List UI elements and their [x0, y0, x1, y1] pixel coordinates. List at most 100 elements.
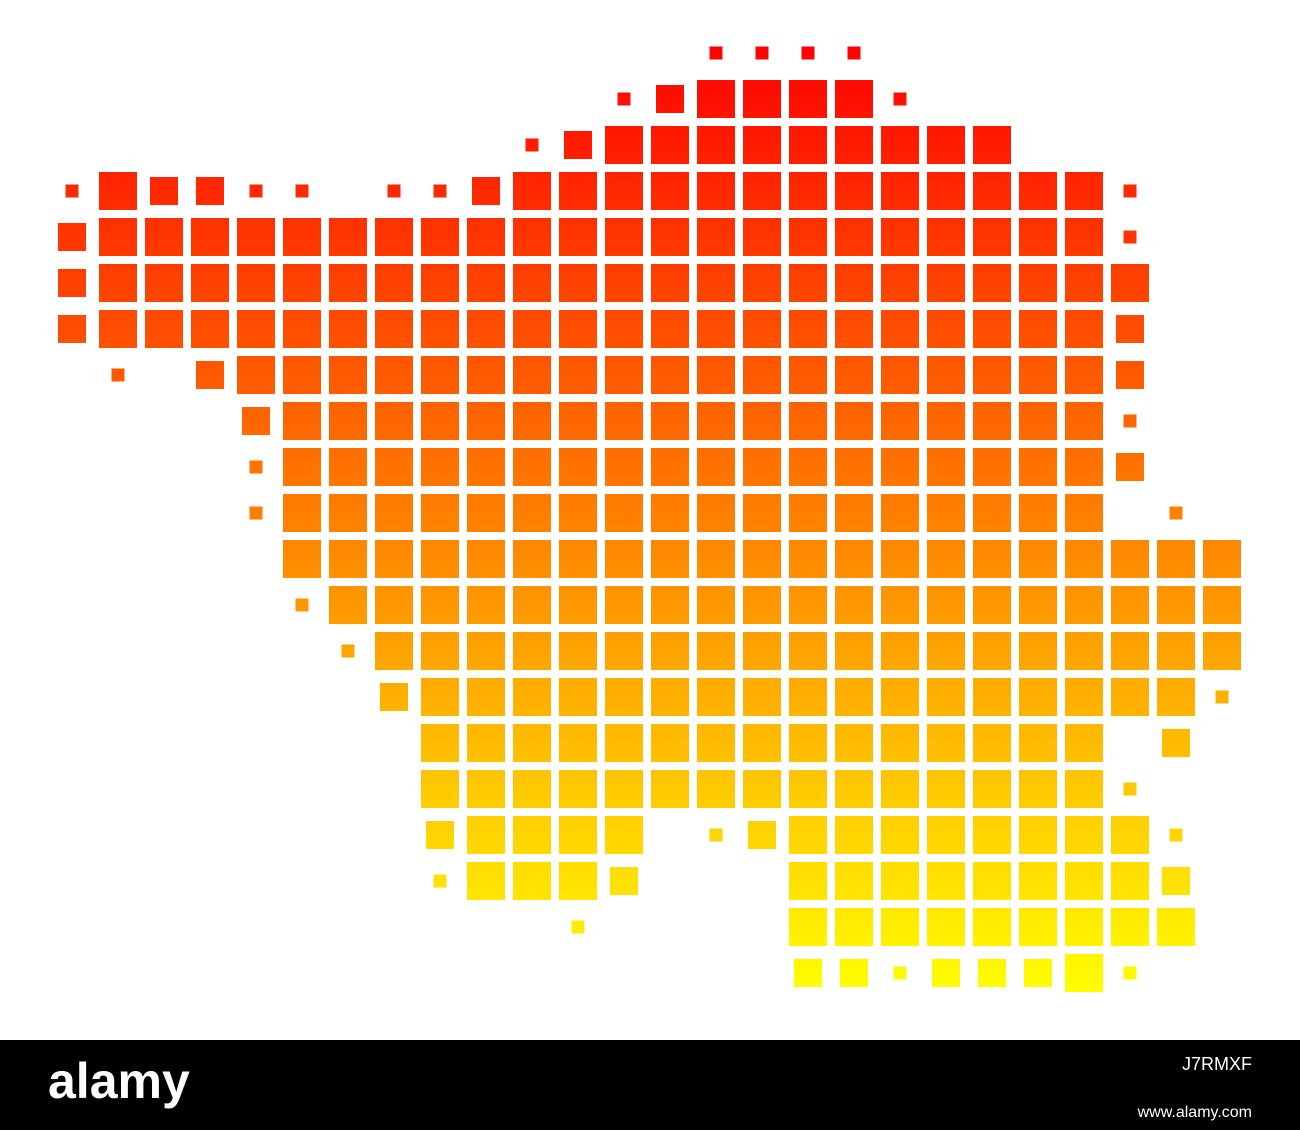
map-cell	[1065, 908, 1103, 946]
map-cell	[697, 448, 735, 486]
map-cell	[789, 310, 827, 348]
map-cell	[847, 46, 861, 60]
map-cell	[651, 402, 689, 440]
map-cell	[283, 356, 321, 394]
map-cell	[973, 816, 1011, 854]
map-cell	[559, 494, 597, 532]
map-cell	[1019, 770, 1057, 808]
map-cell	[651, 632, 689, 670]
map-cell	[605, 310, 643, 348]
map-cell	[789, 816, 827, 854]
map-cell	[196, 361, 224, 389]
map-cell	[283, 310, 321, 348]
map-cell	[835, 448, 873, 486]
map-cell	[973, 724, 1011, 762]
map-cell	[375, 356, 413, 394]
map-cell	[835, 80, 873, 118]
map-cell	[513, 586, 551, 624]
map-cell	[467, 770, 505, 808]
map-cell	[881, 540, 919, 578]
map-cell	[237, 264, 275, 302]
map-cell	[1111, 586, 1149, 624]
map-cell	[743, 632, 781, 670]
map-cell	[927, 724, 965, 762]
map-cell	[927, 402, 965, 440]
map-cell	[421, 448, 459, 486]
map-cell	[881, 494, 919, 532]
map-cell	[564, 131, 592, 159]
map-cell	[893, 92, 907, 106]
map-cell	[973, 770, 1011, 808]
map-cell	[973, 264, 1011, 302]
map-cell	[237, 356, 275, 394]
map-cell	[513, 724, 551, 762]
map-cell	[835, 678, 873, 716]
map-cell	[835, 310, 873, 348]
map-cell	[1162, 729, 1190, 757]
map-cell	[789, 586, 827, 624]
map-cell	[1123, 184, 1137, 198]
map-cell	[1169, 506, 1183, 520]
map-cell	[697, 80, 735, 118]
map-cell	[605, 402, 643, 440]
map-cell	[1111, 908, 1149, 946]
map-cell	[283, 448, 321, 486]
map-cell	[881, 264, 919, 302]
map-cell	[559, 172, 597, 210]
map-cell	[789, 448, 827, 486]
map-cell	[789, 862, 827, 900]
map-cell	[881, 816, 919, 854]
map-cell	[605, 448, 643, 486]
map-cell	[467, 448, 505, 486]
map-cell	[283, 494, 321, 532]
map-cell	[329, 586, 367, 624]
map-cell	[467, 816, 505, 854]
map-cell	[743, 80, 781, 118]
map-cell	[610, 867, 638, 895]
map-cell	[1024, 959, 1052, 987]
map-cell	[973, 126, 1011, 164]
map-cell	[375, 402, 413, 440]
map-cell	[559, 540, 597, 578]
map-cell	[421, 586, 459, 624]
map-cell	[789, 908, 827, 946]
map-cell	[1065, 494, 1103, 532]
map-cell	[697, 540, 735, 578]
map-cell	[99, 172, 137, 210]
map-cell	[1203, 586, 1241, 624]
map-cell	[1019, 448, 1057, 486]
map-cell	[237, 218, 275, 256]
map-cell	[1065, 448, 1103, 486]
map-cell	[375, 494, 413, 532]
map-cell	[295, 184, 309, 198]
map-cell	[605, 126, 643, 164]
map-cell	[467, 356, 505, 394]
map-cell	[513, 770, 551, 808]
map-cell	[1019, 862, 1057, 900]
map-cell	[375, 632, 413, 670]
map-cell	[794, 959, 822, 987]
map-cell	[426, 821, 454, 849]
map-cell	[559, 310, 597, 348]
map-cell	[835, 172, 873, 210]
map-cell	[421, 678, 459, 716]
map-cell	[973, 448, 1011, 486]
map-cell	[973, 172, 1011, 210]
map-cell	[1019, 264, 1057, 302]
map-cell	[835, 264, 873, 302]
map-cell	[1019, 632, 1057, 670]
map-cell	[1111, 816, 1149, 854]
map-cell	[421, 540, 459, 578]
map-cell	[743, 770, 781, 808]
map-cell	[605, 586, 643, 624]
map-cell	[835, 586, 873, 624]
map-cell	[467, 218, 505, 256]
map-cell	[881, 678, 919, 716]
footer-url: www.alamy.com	[1137, 1104, 1252, 1121]
map-cell	[1019, 172, 1057, 210]
map-cell	[617, 92, 631, 106]
map-cell	[881, 402, 919, 440]
map-cell	[513, 356, 551, 394]
map-cell	[978, 959, 1006, 987]
